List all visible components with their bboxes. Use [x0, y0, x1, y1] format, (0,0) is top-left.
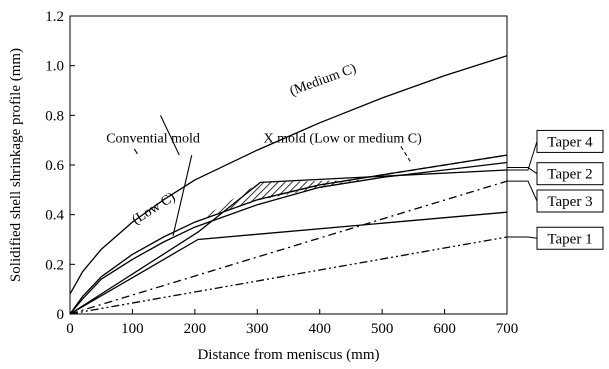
- x-tick-label: 300: [246, 321, 269, 337]
- y-tick-label: 0: [57, 307, 65, 323]
- taper-label-taper-1: Taper 1: [547, 231, 592, 247]
- series-line-medium-c: [69, 55, 508, 295]
- conventional-leader: [133, 148, 138, 155]
- x-tick-label: 600: [433, 321, 456, 337]
- x-axis: 0 100 200 300 400 500 600 700: [66, 309, 518, 337]
- x-tick-label: 200: [184, 321, 207, 337]
- y-tick-label: 0.6: [45, 158, 64, 174]
- taper-label-taper-2: Taper 2: [547, 167, 592, 183]
- taper-label-box: [536, 189, 604, 213]
- x-axis-title: Distance from meniscus (mm): [197, 347, 379, 363]
- taper-label-box: [536, 129, 604, 153]
- taper-leader: [507, 166, 538, 175]
- x-tick-label: 700: [496, 321, 519, 337]
- y-tick-label: 0.8: [45, 108, 64, 124]
- taper-label-box: [536, 162, 604, 186]
- annotation-x-mold: X mold (Low or medium C): [264, 132, 423, 147]
- series-line-dashed-upper: [257, 154, 508, 201]
- y-axis-title: Solidified shell shrinkage profile (mm): [8, 48, 24, 282]
- annotation-low-c: (Low C): [130, 190, 179, 228]
- hatched-region-layer: [194, 179, 364, 223]
- taper-leader: [507, 236, 538, 239]
- series-line-taper-4: [69, 169, 508, 315]
- taper-label-box: [536, 226, 604, 250]
- series-line-low-c: [69, 154, 508, 315]
- conventional-leader: [160, 115, 180, 156]
- plot-area: 0 100 200 300 400 500 600 700 0 0.2 0.4 0.6 0.8 1.0 1…: [45, 9, 518, 337]
- x-mold-leader: [172, 154, 193, 236]
- x-mold-leader: [400, 146, 411, 162]
- x-tick-label: 100: [121, 321, 144, 337]
- taper-leader: [507, 180, 538, 202]
- series-line-taper-3: [69, 180, 508, 315]
- hatched-region: [194, 179, 364, 223]
- annotation-medium-c: (Medium C): [288, 61, 359, 99]
- y-tick-label: 0.2: [45, 257, 64, 273]
- x-tick-label: 500: [371, 321, 394, 337]
- taper-label-taper-4: Taper 4: [547, 134, 593, 150]
- x-tick-label: 400: [308, 321, 331, 337]
- y-tick-label: 1.2: [45, 9, 64, 25]
- taper-label-taper-3: Taper 3: [547, 194, 592, 210]
- y-axis: 0 0.2 0.4 0.6 0.8 1.0 1.2: [45, 9, 75, 323]
- annotation-layer: (Medium C) (Low C) Convential mold X mold (…: [106, 61, 422, 236]
- taper-label-layer: Taper 4 Taper 2 Taper 3 Taper 1: [507, 129, 604, 250]
- annotation-conventional: Convential mold: [106, 132, 200, 147]
- x-tick-label: 0: [66, 321, 74, 337]
- y-tick-label: 1.0: [45, 59, 64, 75]
- taper-leader: [507, 141, 538, 171]
- y-tick-label: 0.4: [45, 208, 64, 224]
- series-line-taper-1: [69, 236, 508, 315]
- series-line-taper-2: [69, 211, 508, 315]
- series-layer: [69, 55, 508, 315]
